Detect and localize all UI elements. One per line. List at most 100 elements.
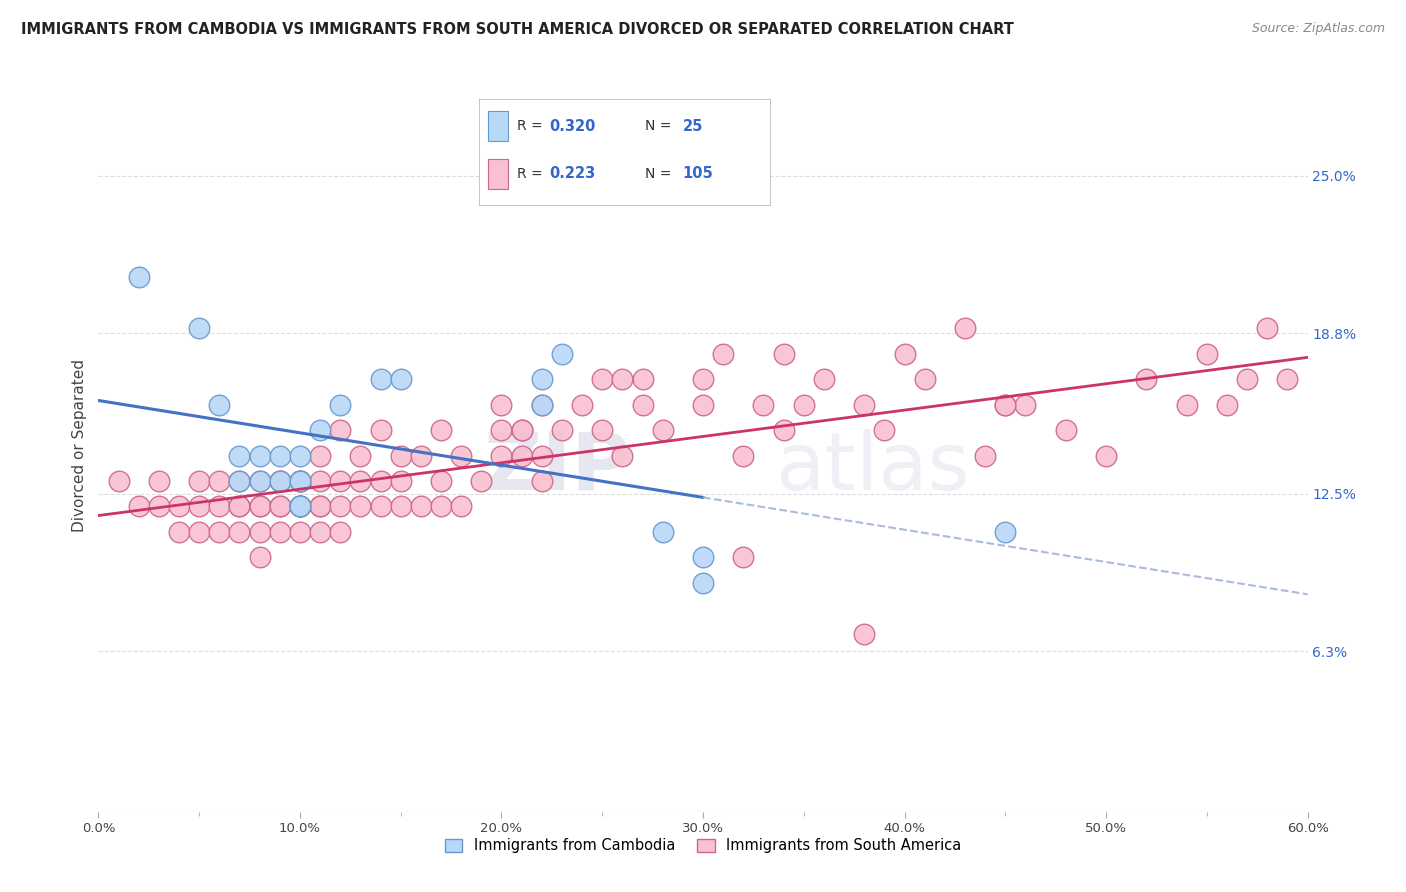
Point — [188, 321, 211, 335]
Text: Source: ZipAtlas.com: Source: ZipAtlas.com — [1251, 22, 1385, 36]
Point — [994, 524, 1017, 539]
Point — [188, 474, 211, 488]
Point — [288, 474, 311, 488]
Point — [450, 500, 472, 514]
Point — [309, 500, 332, 514]
Point — [107, 474, 129, 488]
Point — [430, 500, 453, 514]
Point — [167, 500, 190, 514]
Point — [228, 524, 250, 539]
Point — [853, 626, 876, 640]
Point — [249, 500, 271, 514]
Point — [389, 500, 412, 514]
Point — [269, 449, 291, 463]
Point — [370, 474, 392, 488]
Point — [389, 449, 412, 463]
Point — [269, 474, 291, 488]
Point — [430, 423, 453, 437]
Point — [329, 474, 352, 488]
Point — [711, 347, 734, 361]
Point — [994, 398, 1017, 412]
Point — [692, 372, 714, 386]
Point — [491, 449, 513, 463]
Point — [612, 449, 634, 463]
Point — [733, 550, 755, 565]
Point — [1014, 398, 1036, 412]
Point — [309, 524, 332, 539]
Point — [269, 500, 291, 514]
Point — [994, 398, 1017, 412]
Point — [329, 524, 352, 539]
Point — [188, 500, 211, 514]
Point — [692, 398, 714, 412]
Point — [349, 474, 371, 488]
Point — [370, 372, 392, 386]
Point — [309, 449, 332, 463]
Point — [551, 423, 574, 437]
Point — [853, 398, 876, 412]
Point — [288, 500, 311, 514]
Text: atlas: atlas — [776, 429, 970, 507]
Point — [128, 500, 150, 514]
Point — [269, 524, 291, 539]
Point — [470, 474, 492, 488]
Point — [692, 575, 714, 590]
Point — [651, 423, 673, 437]
Point — [329, 398, 352, 412]
Point — [288, 500, 311, 514]
Point — [430, 474, 453, 488]
Point — [288, 500, 311, 514]
Point — [752, 398, 775, 412]
Point — [772, 423, 794, 437]
Point — [510, 449, 533, 463]
Point — [530, 372, 553, 386]
Point — [288, 500, 311, 514]
Point — [228, 449, 250, 463]
Point — [551, 347, 574, 361]
Point — [1195, 347, 1218, 361]
Point — [329, 500, 352, 514]
Point — [228, 500, 250, 514]
Point — [128, 270, 150, 285]
Point — [1277, 372, 1299, 386]
Point — [389, 372, 412, 386]
Point — [249, 524, 271, 539]
Point — [914, 372, 936, 386]
Point — [409, 500, 432, 514]
Point — [530, 398, 553, 412]
Text: IMMIGRANTS FROM CAMBODIA VS IMMIGRANTS FROM SOUTH AMERICA DIVORCED OR SEPARATED : IMMIGRANTS FROM CAMBODIA VS IMMIGRANTS F… — [21, 22, 1014, 37]
Point — [329, 423, 352, 437]
Point — [167, 524, 190, 539]
Point — [269, 474, 291, 488]
Point — [873, 423, 896, 437]
Point — [631, 372, 654, 386]
Point — [249, 500, 271, 514]
Point — [389, 474, 412, 488]
Point — [269, 474, 291, 488]
Point — [288, 474, 311, 488]
Point — [651, 524, 673, 539]
Point — [370, 423, 392, 437]
Point — [510, 423, 533, 437]
Point — [631, 398, 654, 412]
Point — [288, 500, 311, 514]
Point — [692, 550, 714, 565]
Point — [530, 398, 553, 412]
Point — [208, 524, 231, 539]
Point — [450, 449, 472, 463]
Point — [793, 398, 815, 412]
Point — [349, 500, 371, 514]
Point — [813, 372, 835, 386]
Point — [309, 423, 332, 437]
Point — [249, 474, 271, 488]
Point — [571, 398, 593, 412]
Point — [208, 500, 231, 514]
Point — [208, 474, 231, 488]
Point — [510, 423, 533, 437]
Point — [953, 321, 976, 335]
Point — [249, 474, 271, 488]
Point — [309, 474, 332, 488]
Point — [288, 524, 311, 539]
Point — [591, 423, 613, 437]
Point — [208, 398, 231, 412]
